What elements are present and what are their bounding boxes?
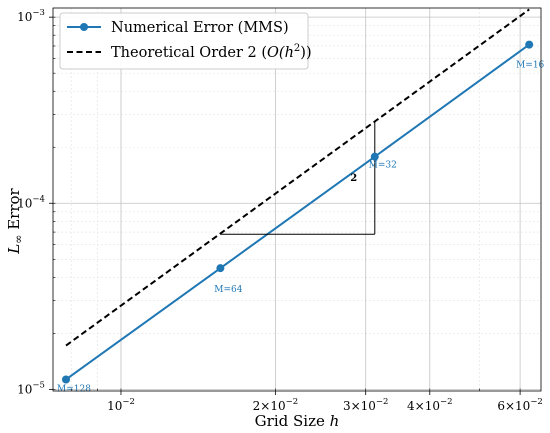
y-axis-label: L∞ Error [5, 187, 25, 254]
legend-label-theory-suffix: )) [300, 45, 311, 61]
legend-label-theory: Theoretical Order 2 (O(h2)) [111, 43, 312, 61]
legend-box [59, 12, 309, 70]
legend-label-error: Numerical Error (MMS) [111, 20, 289, 36]
x-tick-label: 4×10−2 [407, 397, 453, 413]
plot-frame [52, 7, 542, 392]
plot-area [53, 8, 541, 391]
x-axis-label: Grid Size h [255, 412, 340, 430]
error-marker [525, 40, 534, 49]
series-layer: 2 M=128 M=64 M=32 M=16 [57, 8, 545, 395]
error-marker [61, 375, 70, 384]
point-label: M=32 [369, 161, 397, 171]
legend-marker-error [80, 23, 88, 31]
point-label: M=64 [214, 285, 242, 295]
axis-tick-labels: 10−2 2×10−2 3×10−2 4×10−2 6×10−2 10−5 10−4 10−3 [17, 8, 543, 413]
x-tick-label: 2×10−2 [253, 397, 299, 413]
y-axis-label-var: L [5, 244, 23, 255]
y-axis-label-text: L∞ Error [5, 187, 25, 254]
legend-label-theory-sup: 2 [294, 43, 300, 54]
legend-label-theory-prefix: Theoretical Order 2 ( [111, 45, 267, 61]
legend: Numerical Error (MMS) Theoretical Order … [59, 12, 312, 70]
x-tick-label: 3×10−2 [343, 397, 389, 413]
point-labels: M=128 M=64 M=32 M=16 [57, 61, 545, 395]
point-label: M=128 [57, 384, 91, 394]
y-tick-label: 10−5 [17, 380, 45, 396]
y-axis-label-word: Error [5, 187, 23, 229]
y-tick-label: 10−3 [17, 8, 45, 24]
error-markers [61, 40, 534, 384]
x-tick-label: 10−2 [107, 397, 135, 413]
error-marker [370, 152, 379, 161]
slope-label: 2 [350, 173, 357, 184]
numerical-error-line [65, 43, 530, 381]
x-tick-label: 6×10−2 [497, 397, 543, 413]
y-tick-label: 10−4 [17, 194, 45, 210]
x-axis-label-text: Grid Size [255, 412, 325, 430]
legend-label-theory-math: O(h [267, 45, 294, 61]
point-label: M=16 [516, 61, 544, 71]
y-axis-label-sub: ∞ [12, 235, 25, 244]
axis-ticks [49, 16, 521, 395]
x-axis-label-var: h [330, 412, 340, 430]
error-marker [216, 264, 225, 273]
theoretical-order-line [65, 8, 530, 347]
slope-triangle: 2 [220, 122, 376, 235]
